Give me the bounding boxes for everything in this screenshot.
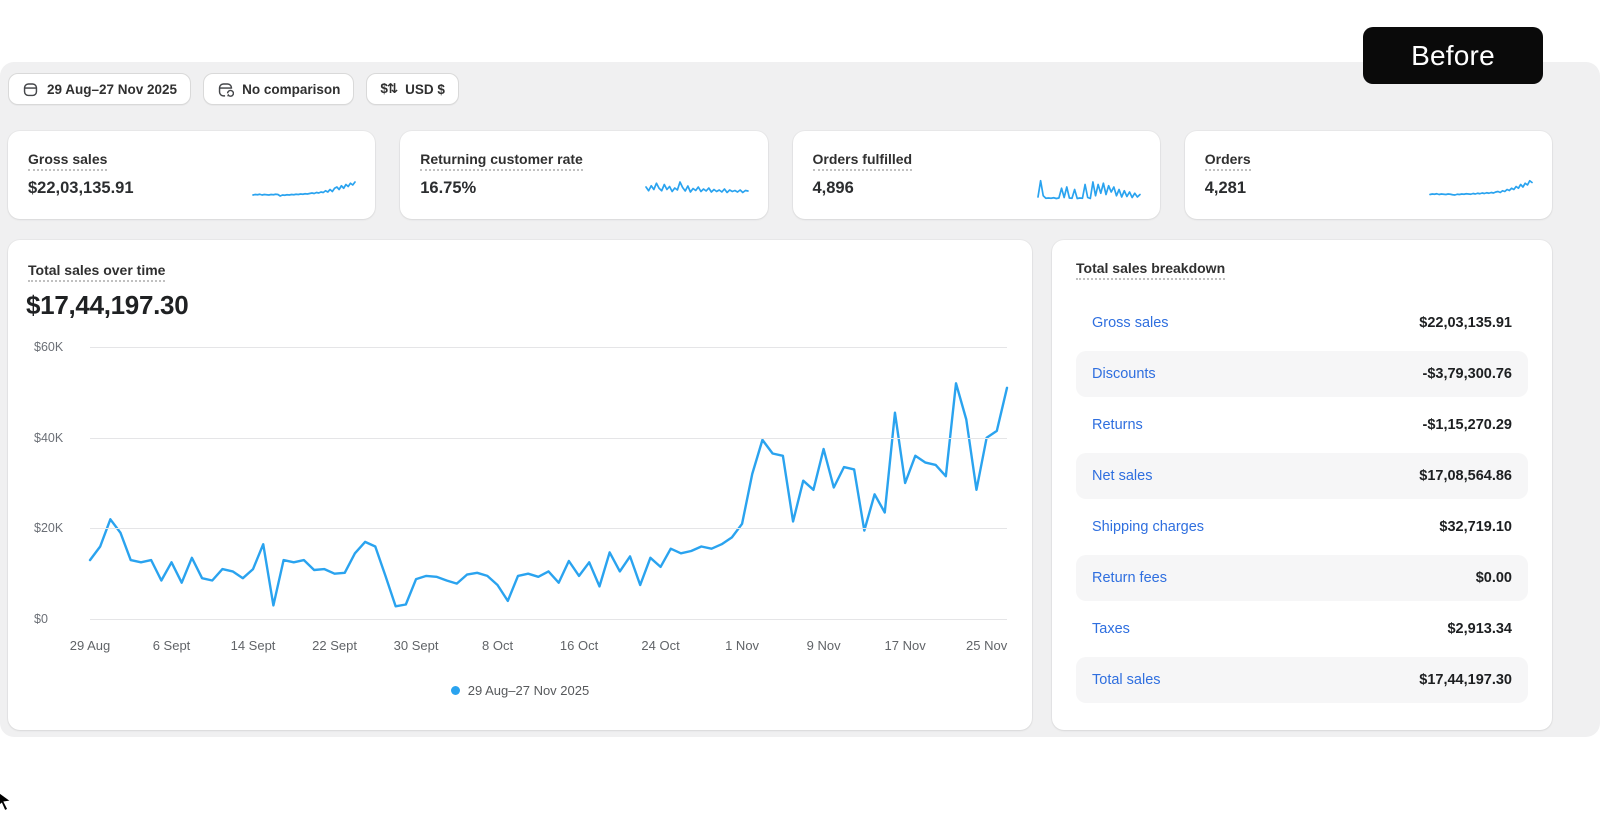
y-axis-tick: $60K [34, 340, 64, 354]
x-axis-tick: 8 Oct [482, 638, 514, 653]
metric-value: 4,896 [812, 179, 854, 197]
before-badge: Before [1363, 27, 1543, 84]
plot-area[interactable]: $0 $20K $40K $60K [34, 340, 1007, 626]
breakdown-row-value: $17,44,197.30 [1419, 672, 1512, 688]
x-axis-tick: 29 Aug [69, 638, 111, 653]
sparkline-chart [1430, 175, 1532, 203]
total-sales-breakdown-card: Total sales breakdown Gross sales $22,03,… [1052, 240, 1552, 730]
breakdown-row-label[interactable]: Total sales [1092, 672, 1161, 688]
breakdown-row: Net sales $17,08,564.86 [1076, 453, 1528, 499]
breakdown-row: Total sales $17,44,197.30 [1076, 657, 1528, 703]
x-axis: 29 Aug 6 Sept 14 Sept 22 Sept 30 Sept 8 Oct 16… [70, 638, 1008, 656]
x-axis-tick: 25 Nov [966, 638, 1008, 653]
metric-title[interactable]: Orders fulfilled [812, 151, 913, 171]
sparkline-chart [1038, 175, 1140, 203]
gridline [90, 528, 1007, 530]
x-axis-tick: 14 Sept [230, 638, 276, 653]
metric-card-returning-customer-rate[interactable]: Returning customer rate 16.75% [400, 131, 768, 219]
comparison-label: No comparison [242, 81, 341, 97]
total-sales-line [90, 347, 1007, 619]
breakdown-row-value: -$3,79,300.76 [1422, 366, 1513, 382]
mouse-cursor-icon [0, 789, 15, 816]
gridline [90, 437, 1007, 439]
breakdown-row-value: -$1,15,270.29 [1422, 417, 1513, 433]
date-range-button[interactable]: 29 Aug–27 Nov 2025 [8, 73, 192, 105]
comparison-button[interactable]: No comparison [203, 73, 355, 105]
breakdown-title[interactable]: Total sales breakdown [1076, 260, 1226, 280]
breakdown-row-value: $2,913.34 [1447, 621, 1512, 637]
breakdown-row: Taxes $2,913.34 [1076, 606, 1528, 652]
legend-label: 29 Aug–27 Nov 2025 [467, 683, 590, 698]
breakdown-row-label[interactable]: Net sales [1092, 468, 1153, 484]
breakdown-row-label[interactable]: Shipping charges [1092, 519, 1205, 535]
x-axis-tick: 6 Sept [152, 638, 191, 653]
chart-title[interactable]: Total sales over time [28, 262, 166, 282]
main-row: Total sales over time $17,44,197.30 $0 $2… [8, 240, 1552, 730]
currency-exchange-icon: $⇅ [380, 81, 398, 96]
breakdown-row-label[interactable]: Discounts [1092, 366, 1156, 382]
x-axis-tick: 17 Nov [884, 638, 926, 653]
analytics-dashboard: 29 Aug–27 Nov 2025 No comparison $⇅ USD … [0, 62, 1600, 737]
chart-legend[interactable]: 29 Aug–27 Nov 2025 [8, 683, 1032, 698]
currency-button[interactable]: $⇅ USD $ [366, 73, 459, 105]
sparkline-chart [253, 175, 355, 203]
calendar-icon [22, 81, 39, 98]
breakdown-row-value: $22,03,135.91 [1419, 315, 1512, 331]
metric-cards-row: Gross sales $22,03,135.91 Returning cust… [8, 131, 1552, 219]
breakdown-row-value: $0.00 [1475, 570, 1512, 586]
y-axis-tick: $0 [34, 612, 48, 626]
breakdown-row-value: $32,719.10 [1439, 519, 1512, 535]
y-axis-tick: $20K [34, 521, 64, 536]
x-axis-tick: 22 Sept [312, 638, 357, 653]
breakdown-row: Return fees $0.00 [1076, 555, 1528, 601]
metric-card-orders[interactable]: Orders 4,281 [1184, 131, 1552, 219]
breakdown-row: Gross sales $22,03,135.91 [1076, 300, 1528, 346]
legend-dot-icon [450, 686, 460, 695]
metric-value: 4,281 [1204, 179, 1247, 197]
date-range-label: 29 Aug–27 Nov 2025 [47, 81, 178, 97]
breakdown-row-label[interactable]: Returns [1092, 417, 1143, 433]
gridline [90, 347, 1007, 348]
y-axis-tick: $40K [34, 430, 64, 445]
x-axis-tick: 1 Nov [725, 638, 760, 653]
metric-card-gross-sales[interactable]: Gross sales $22,03,135.91 [8, 131, 376, 219]
breakdown-row: Shipping charges $32,719.10 [1076, 504, 1528, 550]
breakdown-row: Discounts -$3,79,300.76 [1076, 351, 1528, 397]
metric-title[interactable]: Gross sales [28, 151, 108, 171]
metric-card-orders-fulfilled[interactable]: Orders fulfilled 4,896 [792, 131, 1160, 219]
before-badge-label: Before [1411, 39, 1495, 71]
gridline [90, 619, 1007, 620]
breakdown-row-label[interactable]: Taxes [1092, 621, 1130, 637]
x-axis-tick: 9 Nov [806, 638, 841, 653]
chart-total-value: $17,44,197.30 [26, 290, 189, 320]
breakdown-row: Returns -$1,15,270.29 [1076, 402, 1528, 448]
total-sales-chart-card: Total sales over time $17,44,197.30 $0 $2… [8, 240, 1032, 730]
breakdown-row-value: $17,08,564.86 [1419, 468, 1512, 484]
breakdown-rows: Gross sales $22,03,135.91 Discounts -$3,79,… [1076, 300, 1528, 703]
metric-title[interactable]: Returning customer rate [420, 151, 583, 171]
metric-value: 16.75% [420, 179, 477, 197]
currency-label: USD $ [405, 81, 445, 97]
metric-title[interactable]: Orders [1204, 151, 1251, 171]
filters-toolbar: 29 Aug–27 Nov 2025 No comparison $⇅ USD … [8, 73, 459, 105]
breakdown-row-label[interactable]: Gross sales [1092, 315, 1169, 331]
breakdown-row-label[interactable]: Return fees [1092, 570, 1167, 586]
x-axis-tick: 30 Sept [393, 638, 439, 653]
x-axis-tick: 24 Oct [641, 638, 680, 653]
compare-calendar-icon [217, 81, 235, 98]
metric-value: $22,03,135.91 [28, 179, 134, 197]
sparkline-chart [646, 175, 748, 203]
x-axis-tick: 16 Oct [559, 638, 599, 653]
